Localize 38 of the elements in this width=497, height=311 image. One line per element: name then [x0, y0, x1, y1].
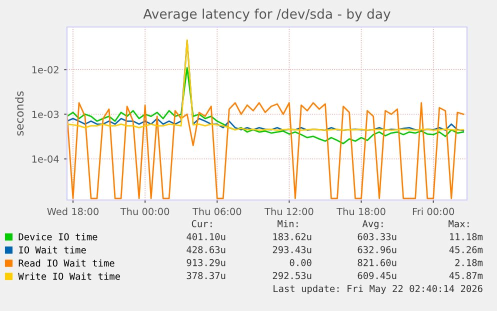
- text: 45.26m: [449, 246, 483, 254]
- text: 292.53u: [272, 272, 312, 280]
- line-series: [67, 67, 464, 144]
- text: 45.87m: [449, 272, 483, 280]
- text: Cur:: [192, 220, 212, 228]
- legend-label: IO Wait time: [19, 246, 86, 254]
- text: 183.62u: [273, 233, 312, 240]
- y-tick-label: 1e-03: [32, 110, 59, 118]
- text: 428.63u: [186, 246, 226, 254]
- text: 0.00: [290, 259, 312, 266]
- x-tick-label: Wed 18:00: [47, 208, 99, 216]
- legend-label: Read IO Wait time: [18, 259, 114, 267]
- chart-title: Average latency for /dev/sda - by day: [143, 8, 390, 22]
- text: Min:: [278, 220, 298, 228]
- text: 401.10u: [186, 233, 226, 240]
- x-tick-label: Thu 06:00: [192, 208, 242, 216]
- text: Avg:: [362, 220, 383, 230]
- x-tick-label: Fri 00:00: [412, 208, 454, 216]
- x-tick-label: Thu 12:00: [264, 208, 314, 216]
- y-tick-label: 1e-02: [32, 66, 58, 74]
- line-series: [67, 102, 464, 200]
- text: 632.96u: [358, 246, 396, 254]
- x-tick-label: Thu 18:00: [336, 208, 386, 216]
- text: 609.45u: [358, 272, 396, 280]
- text: 821.60u: [358, 259, 396, 266]
- x-tick-label: Thu 00:00: [120, 208, 170, 216]
- text: Last update: Fri May 22 02:40:14 2026: [274, 284, 482, 294]
- text: 2.18m: [455, 259, 483, 266]
- text: Max:: [448, 220, 469, 228]
- text: 11.18m: [450, 233, 483, 240]
- text: 913.29u: [186, 259, 226, 266]
- y-axis-title: seconds: [15, 91, 24, 136]
- y-tick-label: 1e-04: [32, 155, 59, 163]
- text: 293.43u: [272, 246, 312, 254]
- text: 378.37u: [186, 272, 226, 280]
- legend-label: Write IO Wait time: [18, 272, 120, 280]
- legend-label: Device IO time: [18, 233, 98, 240]
- text: 603.33u: [358, 233, 396, 240]
